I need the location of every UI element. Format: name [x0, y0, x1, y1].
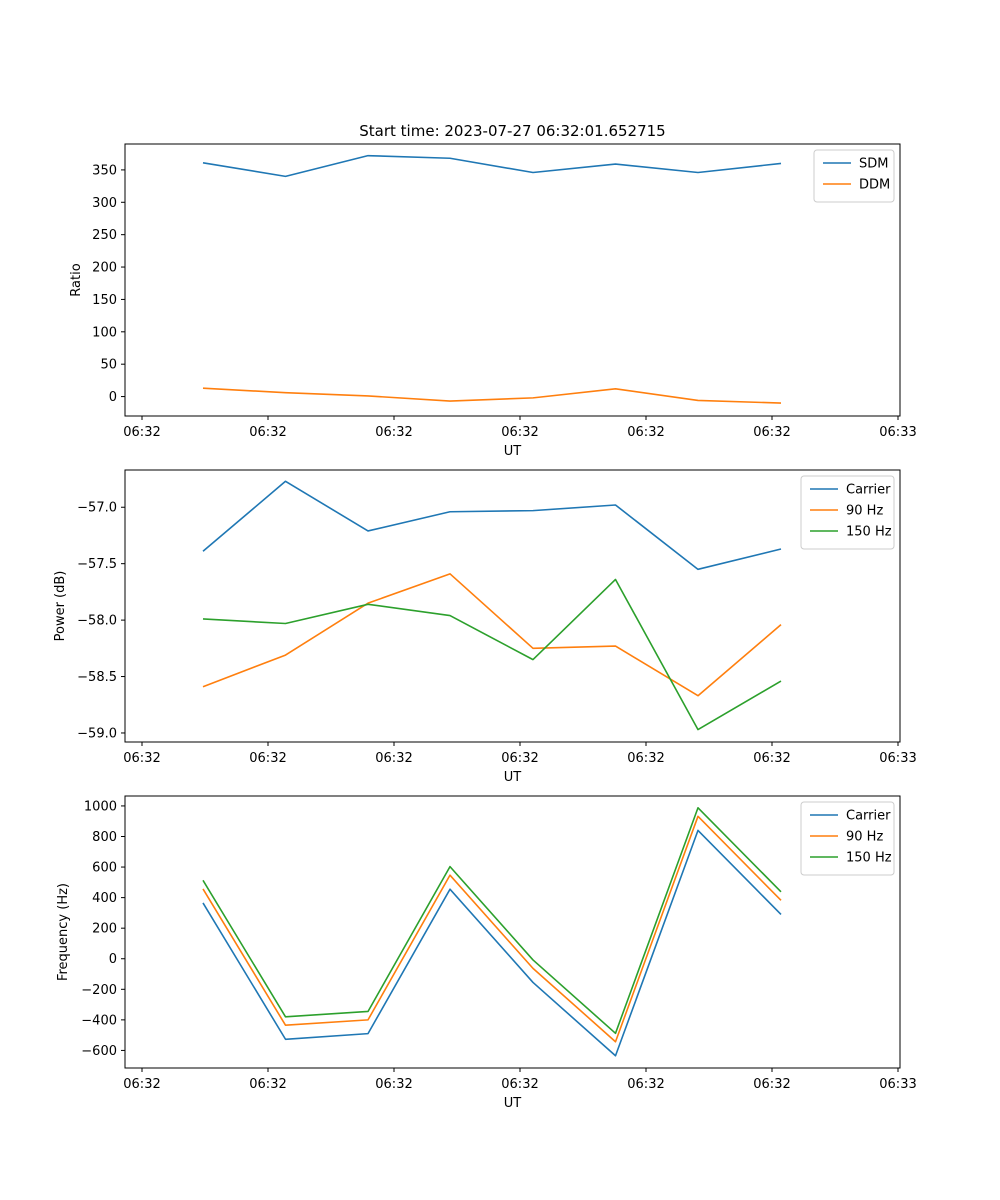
x-tick-label: 06:32: [627, 425, 664, 440]
y-tick-label: 150: [92, 293, 117, 308]
chart-panel-3: 06:32 06:32 06:32 06:32 06:32 06:32 06:33 −600 −…: [56, 795, 917, 1111]
y-tick-label: −59.0: [77, 726, 117, 741]
legend-label: SDM: [859, 157, 888, 172]
series-line-90-hz: [202, 573, 782, 697]
y-tick-label: −200: [81, 983, 117, 998]
y-tick-label: 250: [92, 228, 117, 243]
series-line-carrier: [202, 480, 782, 571]
x-tick-label: 06:32: [753, 425, 790, 440]
axes-frame: [124, 469, 901, 743]
y-tick-label: 300: [92, 196, 117, 211]
x-tick-label: 06:32: [123, 425, 160, 440]
legend-label: 150 Hz: [846, 525, 892, 540]
axes-frame: [124, 795, 901, 1069]
x-tick-label: 06:32: [501, 751, 538, 766]
x-tick-label: 06:33: [879, 425, 916, 440]
x-axis-label: UT: [504, 770, 522, 785]
y-tick-label: 200: [92, 261, 117, 276]
legend-label: 150 Hz: [846, 851, 892, 866]
x-tick-label: 06:32: [501, 425, 538, 440]
series-line-150-hz: [202, 578, 782, 731]
x-tick-label: 06:32: [627, 751, 664, 766]
legend-label: Carrier: [846, 483, 891, 498]
y-tick-label: −58.0: [77, 614, 117, 629]
y-tick-label: 400: [92, 891, 117, 906]
y-axis-label: Ratio: [69, 263, 84, 296]
legend: Carrier 90 Hz 150 Hz: [800, 475, 895, 550]
y-tick-label: 100: [92, 325, 117, 340]
figure-title: Start time: 2023-07-27 06:32:01.652715: [359, 122, 665, 140]
x-tick-label: 06:32: [375, 425, 412, 440]
x-tick-label: 06:32: [249, 425, 286, 440]
legend-label: Carrier: [846, 809, 891, 824]
legend-label: DDM: [859, 178, 890, 193]
series-line-sdm: [202, 154, 782, 178]
y-tick-label: −57.5: [77, 557, 117, 572]
y-axis-label: Frequency (Hz): [56, 883, 71, 981]
y-tick-label: 0: [109, 952, 117, 967]
legend: SDM DDM: [813, 149, 895, 203]
x-tick-label: 06:32: [375, 1077, 412, 1092]
legend-label: 90 Hz: [846, 504, 883, 519]
y-axis-label: Power (dB): [53, 571, 68, 642]
x-tick-label: 06:32: [753, 751, 790, 766]
y-tick-label: 200: [92, 922, 117, 937]
y-tick-label: 0: [109, 390, 117, 405]
x-tick-label: 06:32: [123, 751, 160, 766]
y-tick-label: −600: [81, 1044, 117, 1059]
x-tick-label: 06:32: [501, 1077, 538, 1092]
y-tick-label: 1000: [84, 799, 117, 814]
chart-panel-2: 06:32 06:32 06:32 06:32 06:32 06:32 06:33 −57.0…: [53, 469, 917, 785]
legend: Carrier 90 Hz 150 Hz: [800, 801, 895, 876]
x-tick-label: 06:33: [879, 751, 916, 766]
y-tick-label: 350: [92, 163, 117, 178]
y-tick-label: 600: [92, 861, 117, 876]
chart-panel-1: 06:32 06:32 06:32 06:32 06:32 06:32 06:33 0 50 10…: [69, 143, 917, 459]
series-line-ddm: [202, 387, 782, 404]
y-tick-label: 50: [100, 358, 117, 373]
y-tick-label: −58.5: [77, 670, 117, 685]
x-tick-label: 06:32: [249, 1077, 286, 1092]
series-line-150-hz: [202, 806, 782, 1035]
series-line-carrier: [202, 829, 782, 1057]
y-tick-label: −400: [81, 1013, 117, 1028]
x-tick-label: 06:33: [879, 1077, 916, 1092]
axes-frame: [124, 143, 901, 417]
x-axis-label: UT: [504, 444, 522, 459]
chart-panels: 06:32 06:32 06:32 06:32 06:32 06:32 06:33 0 50 10…: [53, 143, 917, 1111]
y-tick-label: −57.0: [77, 501, 117, 516]
x-tick-label: 06:32: [627, 1077, 664, 1092]
x-tick-label: 06:32: [753, 1077, 790, 1092]
x-axis-label: UT: [504, 1096, 522, 1111]
x-tick-label: 06:32: [375, 751, 412, 766]
x-tick-label: 06:32: [123, 1077, 160, 1092]
x-tick-label: 06:32: [249, 751, 286, 766]
y-tick-label: 800: [92, 830, 117, 845]
series-line-90-hz: [202, 815, 782, 1043]
legend-label: 90 Hz: [846, 830, 883, 845]
